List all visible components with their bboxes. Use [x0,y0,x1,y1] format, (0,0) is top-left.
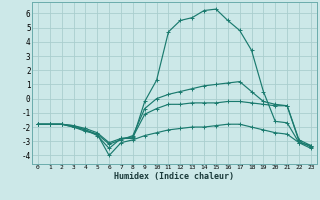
X-axis label: Humidex (Indice chaleur): Humidex (Indice chaleur) [115,172,234,181]
